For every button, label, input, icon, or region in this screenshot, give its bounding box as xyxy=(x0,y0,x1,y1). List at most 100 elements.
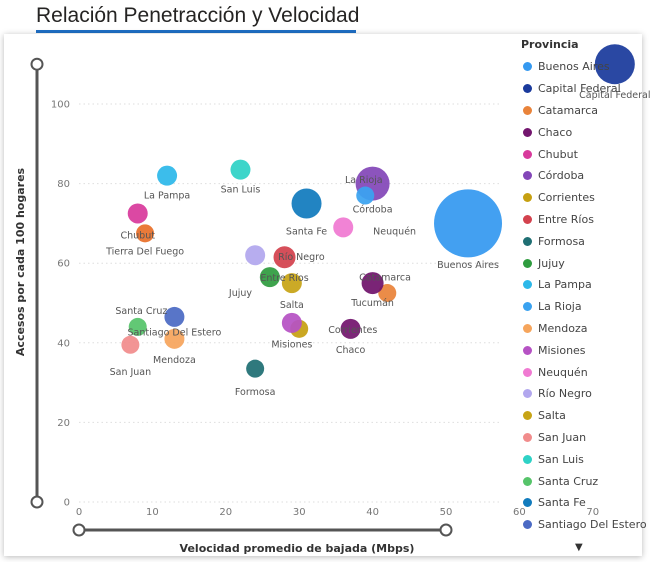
data-point-san-luis[interactable] xyxy=(230,159,251,180)
y-tick-label: 60 xyxy=(57,259,70,270)
legend-label: Misiones xyxy=(538,343,586,357)
data-point-la-rioja[interactable] xyxy=(356,186,375,205)
point-label: La Pampa xyxy=(144,191,190,202)
point-label: San Juan xyxy=(110,367,152,378)
axis-range-sliders xyxy=(30,57,453,537)
chevron-down-icon[interactable]: ▼ xyxy=(575,542,583,553)
x-tick-label: 40 xyxy=(366,507,379,518)
legend-label: San Luis xyxy=(538,452,584,466)
legend-item[interactable]: Chaco xyxy=(519,121,647,143)
legend-item[interactable]: Salta xyxy=(519,405,647,427)
x-tick-label: 30 xyxy=(293,507,306,518)
legend-item[interactable]: Córdoba xyxy=(519,165,647,187)
legend-color-marker xyxy=(523,411,532,421)
legend-item[interactable]: Neuquén xyxy=(519,361,647,383)
data-point-santiago-del-estero[interactable] xyxy=(164,306,185,327)
y-range-slider-handle[interactable] xyxy=(30,495,44,509)
legend-label: Formosa xyxy=(538,234,585,248)
legend-label: Buenos Aires xyxy=(538,60,610,74)
x-axis-title: Velocidad promedio de bajada (Mbps) xyxy=(180,542,415,555)
legend-color-marker xyxy=(523,498,532,508)
data-point-mendoza[interactable] xyxy=(164,328,185,349)
legend-label: Río Negro xyxy=(538,387,592,401)
point-label: Buenos Aires xyxy=(437,260,499,271)
legend-label: La Pampa xyxy=(538,278,592,292)
legend-item[interactable]: Misiones xyxy=(519,339,647,361)
legend-item[interactable]: Mendoza xyxy=(519,318,647,340)
legend-color-marker xyxy=(523,62,532,72)
data-point-chubut[interactable] xyxy=(127,203,148,224)
data-point-misiones[interactable] xyxy=(281,312,302,333)
data-point-chaco[interactable] xyxy=(340,318,361,339)
x-tick-label: 0 xyxy=(76,507,82,518)
legend-item[interactable]: Buenos Aires xyxy=(519,56,647,78)
title-underline xyxy=(36,30,356,33)
legend-item[interactable]: Chubut xyxy=(519,143,647,165)
data-point-santa-fe[interactable] xyxy=(291,188,322,219)
point-label: Mendoza xyxy=(153,355,196,366)
legend-label: La Rioja xyxy=(538,300,582,314)
point-label: Corrientes xyxy=(328,325,377,336)
legend-item[interactable]: Santa Fe xyxy=(519,492,647,514)
y-tick-label: 80 xyxy=(57,179,70,190)
legend-item[interactable]: Santiago Del Estero xyxy=(519,514,647,536)
legend-item[interactable]: Corrientes xyxy=(519,187,647,209)
legend-label: Capital Federal xyxy=(538,82,621,96)
data-point-buenos-aires[interactable] xyxy=(434,189,503,258)
y-axis-title: Accesos por cada 100 hogares xyxy=(14,167,27,356)
legend-item[interactable]: Santa Cruz xyxy=(519,470,647,492)
data-point-catamarca[interactable] xyxy=(378,284,397,303)
legend-color-marker xyxy=(523,280,532,290)
x-range-slider-handle[interactable] xyxy=(72,523,86,537)
data-point-tierra-del-fuego[interactable] xyxy=(136,224,155,243)
legend-label: Entre Ríos xyxy=(538,212,594,226)
x-range-slider-handle[interactable] xyxy=(439,523,453,537)
legend-item[interactable]: San Luis xyxy=(519,448,647,470)
legend-item[interactable]: La Pampa xyxy=(519,274,647,296)
legend-item[interactable]: Catamarca xyxy=(519,100,647,122)
legend-color-marker xyxy=(523,432,532,442)
legend-label: Salta xyxy=(538,409,566,423)
legend-color-marker xyxy=(523,258,532,268)
legend-color-marker xyxy=(523,105,532,115)
data-point-salta[interactable] xyxy=(281,273,302,294)
x-tick-label: 70 xyxy=(586,507,599,518)
legend-item[interactable]: Formosa xyxy=(519,230,647,252)
data-point-san-juan[interactable] xyxy=(121,335,140,354)
x-tick-label: 10 xyxy=(146,507,159,518)
legend-item[interactable]: Entre Ríos xyxy=(519,209,647,231)
legend-color-marker xyxy=(523,302,532,312)
data-point-santa-cruz[interactable] xyxy=(128,317,147,336)
legend-label: Corrientes xyxy=(538,191,595,205)
data-point-neuquén[interactable] xyxy=(333,217,354,238)
legend-item[interactable]: Río Negro xyxy=(519,383,647,405)
legend-item[interactable]: La Rioja xyxy=(519,296,647,318)
data-point-capital-federal[interactable] xyxy=(594,44,635,85)
data-point-formosa[interactable] xyxy=(246,359,265,378)
data-point-río-negro[interactable] xyxy=(245,245,266,266)
legend-color-marker xyxy=(523,520,532,530)
legend-item[interactable]: San Juan xyxy=(519,427,647,449)
point-label: Neuquén xyxy=(373,227,416,238)
y-tick-label: 40 xyxy=(57,338,70,349)
point-labels: Capital Federal Buenos Aires La Rioja Córdo… xyxy=(105,90,650,398)
point-label: Jujuy xyxy=(228,288,252,299)
data-point-entre-ríos[interactable] xyxy=(273,246,296,269)
legend-item[interactable]: Jujuy xyxy=(519,252,647,274)
legend-label: Neuquén xyxy=(538,365,588,379)
legend-color-marker xyxy=(523,127,532,137)
y-range-slider-handle[interactable] xyxy=(30,57,44,71)
legend-item[interactable]: Capital Federal xyxy=(519,78,647,100)
data-point-tucumán[interactable] xyxy=(361,272,384,295)
data-points xyxy=(121,44,635,378)
point-label: La Rioja xyxy=(345,175,383,186)
legend-label: Santa Cruz xyxy=(538,474,599,488)
point-label: Chaco xyxy=(336,345,366,356)
data-point-la-pampa[interactable] xyxy=(157,165,178,186)
legend-label: Catamarca xyxy=(538,103,599,117)
point-label: Misiones xyxy=(271,340,312,351)
y-tick-label: 0 xyxy=(64,498,70,509)
x-tick-label: 20 xyxy=(219,507,232,518)
chart-title: Relación Penetracción y Velocidad xyxy=(36,4,360,27)
data-point-jujuy[interactable] xyxy=(259,267,280,288)
